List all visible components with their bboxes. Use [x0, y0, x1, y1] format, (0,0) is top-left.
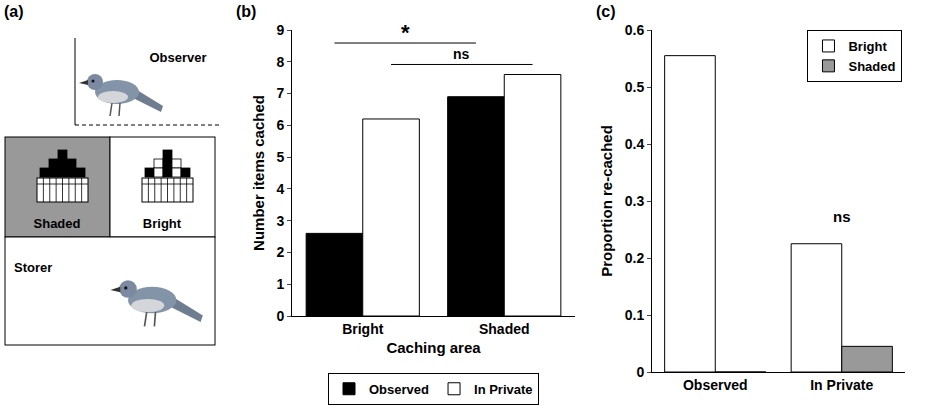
svg-text:*: * — [401, 20, 410, 45]
svg-text:8: 8 — [276, 54, 284, 70]
html-text:(b): (b) — [236, 3, 257, 20]
svg-text:Shaded: Shaded — [479, 321, 530, 337]
svg-text:ns: ns — [833, 208, 851, 225]
svg-text:3: 3 — [276, 213, 284, 229]
svg-text:0: 0 — [636, 364, 644, 380]
svg-text:0.5: 0.5 — [625, 79, 645, 95]
svg-text:Observed: Observed — [369, 382, 429, 397]
svg-text:Caching area: Caching area — [386, 339, 481, 356]
svg-text:6: 6 — [276, 117, 284, 133]
html-text:(c): (c) — [596, 3, 616, 20]
svg-text:0.3: 0.3 — [625, 193, 645, 209]
svg-text:7: 7 — [276, 85, 284, 101]
svg-text:Proportion re-cached: Proportion re-cached — [598, 125, 615, 277]
html-text:(a): (a) — [4, 3, 24, 20]
svg-text:Bright: Bright — [342, 321, 384, 337]
svg-text:0.2: 0.2 — [625, 250, 645, 266]
svg-text:Storer: Storer — [14, 260, 52, 275]
svg-text:Shaded: Shaded — [848, 59, 895, 74]
svg-text:Shaded: Shaded — [34, 216, 81, 231]
svg-text:0: 0 — [276, 308, 284, 324]
svg-text:5: 5 — [276, 149, 284, 165]
svg-text:0.6: 0.6 — [625, 22, 645, 38]
svg-text:1: 1 — [276, 276, 284, 292]
svg-text:Bright: Bright — [143, 216, 182, 231]
svg-text:2: 2 — [276, 244, 284, 260]
svg-text:In Private: In Private — [474, 382, 533, 397]
svg-text:0.1: 0.1 — [625, 307, 645, 323]
svg-text:9: 9 — [276, 22, 284, 38]
svg-text:4: 4 — [276, 181, 284, 197]
svg-text:Observed: Observed — [683, 377, 748, 393]
svg-text:0.4: 0.4 — [625, 136, 645, 152]
svg-text:Number items cached: Number items cached — [250, 95, 267, 251]
svg-text:Bright: Bright — [848, 39, 887, 54]
svg-text:In Private: In Private — [810, 377, 873, 393]
svg-text:Observer: Observer — [149, 50, 206, 65]
svg-text:ns: ns — [453, 46, 470, 62]
